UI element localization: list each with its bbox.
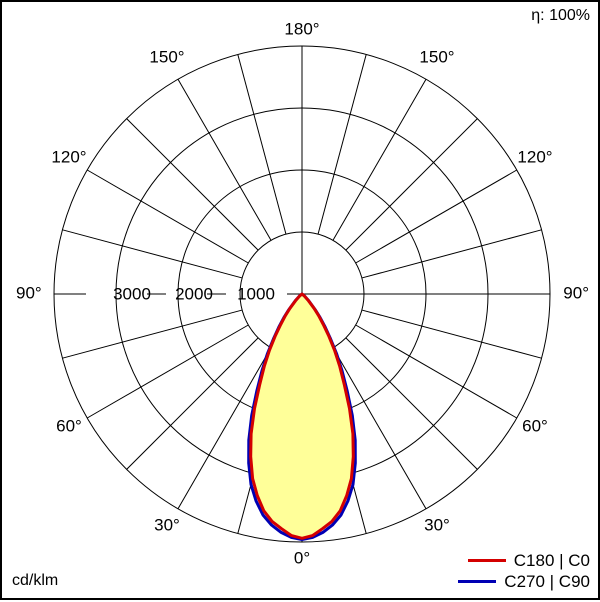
angle-label-right-90: 90° bbox=[563, 283, 589, 302]
grid-spoke-75-right bbox=[361, 309, 542, 359]
radial-label-3000: 3000 bbox=[113, 284, 151, 303]
angle-label-180: 180° bbox=[284, 19, 319, 38]
grid-spoke-165-right bbox=[317, 54, 367, 235]
radial-label-1000: 1000 bbox=[237, 284, 275, 303]
angle-label-left-90: 90° bbox=[16, 283, 42, 302]
grid-spoke-60-left bbox=[86, 324, 249, 419]
legend-label-c0: C180 | C0 bbox=[513, 550, 590, 570]
grid-spoke-120-right bbox=[355, 169, 518, 264]
grid-spoke-135-right bbox=[345, 118, 478, 251]
angle-label-left-60: 60° bbox=[56, 416, 82, 435]
angle-label-180-bg bbox=[281, 19, 323, 39]
legend-swatch-c90 bbox=[458, 580, 497, 583]
radial-label-2000: 2000 bbox=[175, 284, 213, 303]
legend: C180 | C0 C270 | C90 bbox=[458, 550, 590, 592]
series-line-c0 bbox=[249, 292, 355, 540]
intensity-curves bbox=[247, 292, 357, 541]
angle-label-right-30: 30° bbox=[424, 515, 450, 534]
grid-spoke-150-left bbox=[177, 78, 272, 241]
angle-label-left-150: 150° bbox=[149, 47, 184, 66]
angle-label-0-bg bbox=[290, 548, 314, 568]
efficiency-label: η: 100% bbox=[531, 7, 590, 24]
grid-spoke-135-left bbox=[126, 118, 259, 251]
angle-label-right-120: 120° bbox=[517, 147, 552, 166]
grid-spoke-30-right bbox=[332, 347, 427, 510]
unit-label: cd/klm bbox=[12, 572, 59, 589]
grid-spoke-75-left bbox=[62, 309, 243, 359]
grid-spoke-165-left bbox=[237, 54, 287, 235]
legend-item-c0: C180 | C0 bbox=[458, 550, 590, 571]
legend-item-c90: C270 | C90 bbox=[458, 571, 590, 592]
axis-labels: 30° 60° 90° 120° 150° 30° 60° 90° 120° 150° 180° 0°… bbox=[16, 19, 589, 568]
grid-spoke-45-left bbox=[126, 337, 259, 470]
grid-spoke-30-left bbox=[177, 347, 272, 510]
angle-label-right-150: 150° bbox=[419, 47, 454, 66]
grid-spoke-105-left bbox=[62, 229, 243, 279]
angle-label-right-60: 60° bbox=[522, 416, 548, 435]
legend-swatch-c0 bbox=[467, 559, 506, 562]
grid-spoke-105-right bbox=[361, 229, 542, 279]
angle-label-left-30: 30° bbox=[154, 515, 180, 534]
grid-spoke-150-right bbox=[332, 78, 427, 241]
angle-label-left-120: 120° bbox=[51, 147, 86, 166]
legend-label-c90: C270 | C90 bbox=[504, 571, 590, 591]
polar-grid bbox=[53, 45, 551, 543]
intensity-fill bbox=[250, 294, 354, 539]
grid-spoke-60-right bbox=[355, 324, 518, 419]
angle-label-0: 0° bbox=[294, 548, 310, 567]
grid-spoke-120-left bbox=[86, 169, 249, 264]
grid-spoke-45-right bbox=[345, 337, 478, 470]
